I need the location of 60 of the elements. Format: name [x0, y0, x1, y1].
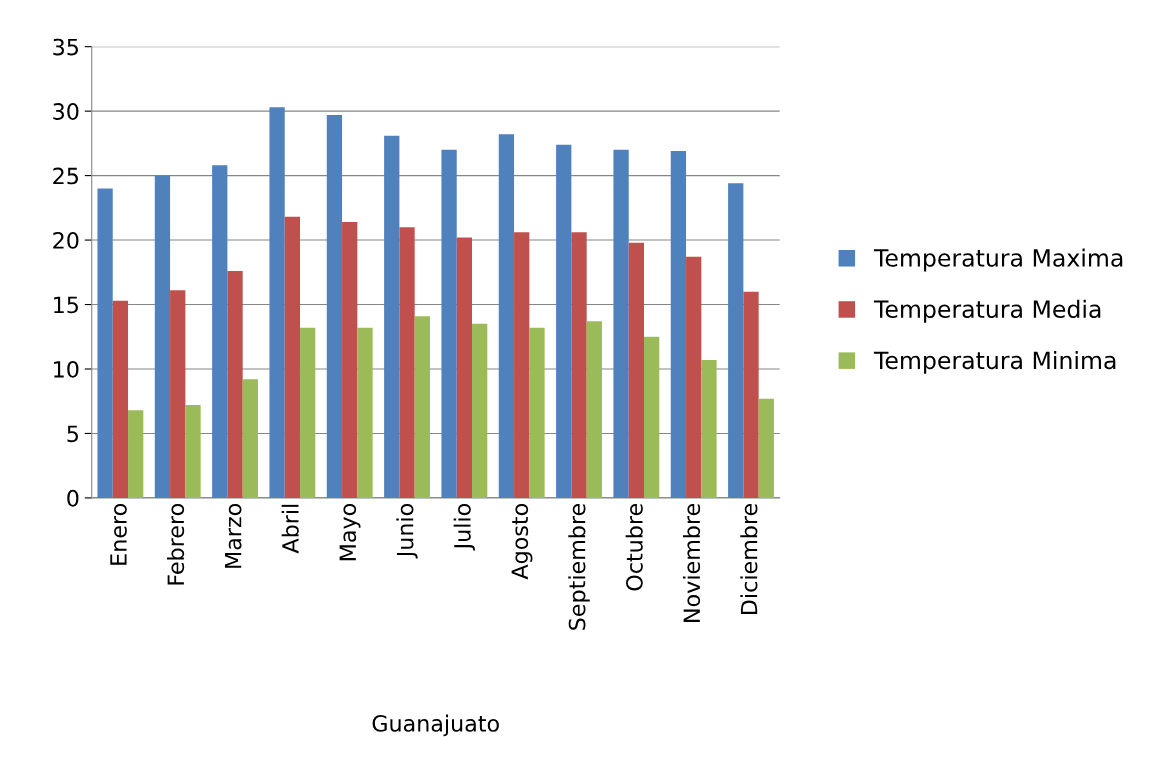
bar — [97, 188, 113, 498]
bar — [514, 232, 530, 498]
y-tick-label: 5 — [67, 425, 78, 443]
bar — [300, 327, 316, 498]
bar — [529, 327, 545, 498]
legend-label: Temperatura Maxima — [873, 248, 1123, 272]
bar — [613, 149, 629, 498]
bar — [342, 222, 358, 498]
bar — [212, 165, 228, 498]
x-tick-label: Septiembre — [568, 503, 590, 630]
bar — [728, 183, 744, 498]
x-tick-label: Diciembre — [740, 503, 758, 615]
x-tick-label: Agosto — [511, 504, 533, 580]
y-tick-label: 35 — [53, 38, 78, 56]
legend-label: Temperatura Minima — [873, 350, 1116, 374]
x-tick-label: Junio — [396, 504, 418, 559]
x-tick-label: Enero — [110, 504, 127, 565]
bar — [670, 151, 687, 498]
bar — [441, 149, 457, 498]
bar — [556, 144, 572, 498]
bar — [701, 359, 717, 498]
x-tick-label: Noviembre — [682, 503, 701, 622]
bar — [686, 256, 702, 498]
bar — [414, 316, 430, 498]
y-tick-label: 15 — [54, 296, 78, 314]
bar — [185, 405, 201, 498]
bar — [128, 410, 144, 498]
y-tick-label: 25 — [53, 167, 78, 185]
y-tick-label: 0 — [67, 489, 79, 507]
bar — [498, 134, 515, 498]
bar — [628, 242, 645, 498]
bar — [242, 379, 258, 498]
x-tick-label: Octubre — [625, 503, 643, 591]
bar — [154, 175, 171, 498]
bar — [743, 291, 759, 498]
bar — [112, 300, 129, 498]
bar — [384, 135, 400, 498]
bar — [227, 271, 243, 498]
y-tick-label: 30 — [53, 103, 79, 120]
legend-label: Temperatura Media — [873, 299, 1101, 323]
bar — [456, 237, 473, 498]
bar — [284, 216, 301, 498]
bar — [170, 290, 186, 498]
y-tick-label: 20 — [53, 232, 79, 249]
bar — [644, 336, 660, 498]
y-tick-label: 10 — [54, 360, 79, 378]
bar — [472, 323, 488, 498]
x-tick-label: Marzo — [224, 504, 242, 568]
x-axis-title: Guanajuato — [372, 714, 499, 737]
x-tick-label: Abril — [281, 504, 299, 554]
x-tick-label: Febrero — [166, 504, 185, 585]
bar — [357, 327, 373, 498]
x-tick-label: Julio — [453, 504, 475, 551]
bar — [586, 321, 602, 498]
bar — [399, 227, 415, 498]
bar — [269, 107, 285, 498]
bar — [571, 232, 587, 498]
x-tick-label: Mayo — [339, 504, 361, 561]
bar — [758, 398, 774, 498]
bar — [326, 115, 343, 498]
